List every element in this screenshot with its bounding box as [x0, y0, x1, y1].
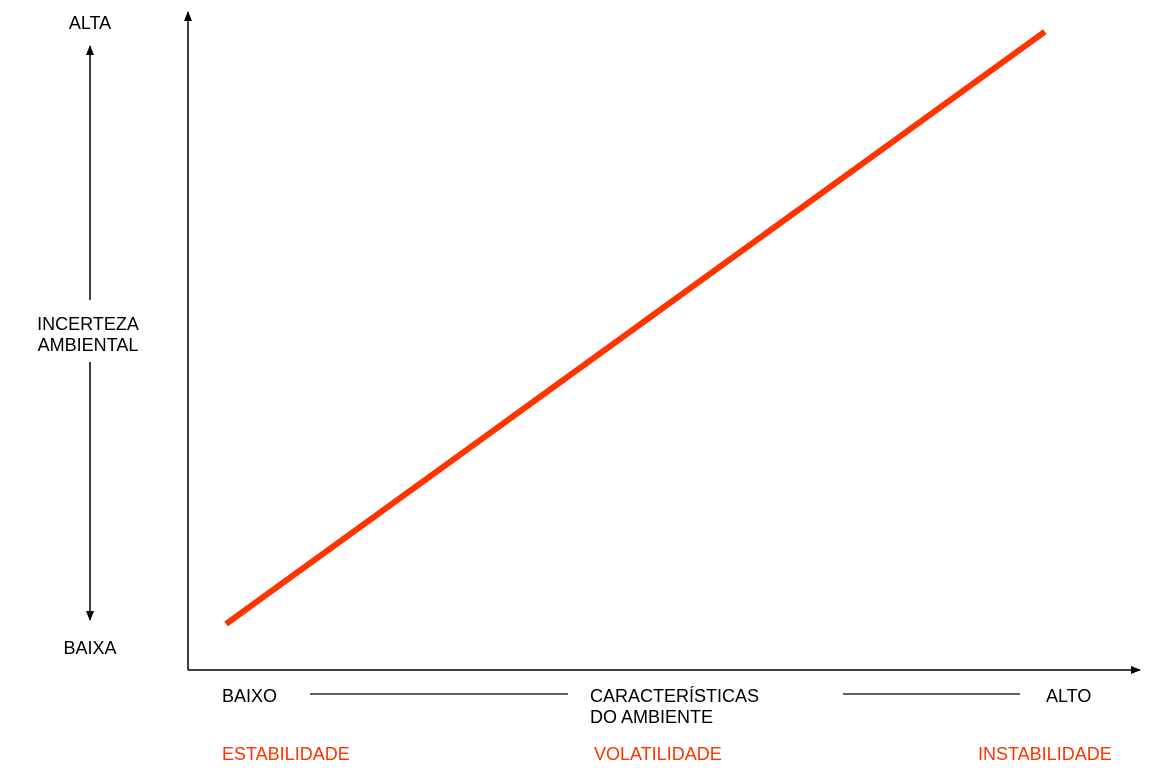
x-low-label: BAIXO [222, 686, 278, 706]
y-low-label: BAIXA [63, 638, 117, 658]
x-axis-label-line1: CARACTERÍSTICAS [590, 686, 760, 706]
y-axis-label-line2: AMBIENTAL [37, 335, 139, 355]
regime-label-stability: ESTABILIDADE [222, 744, 350, 764]
x-high-label: ALTO [1046, 686, 1092, 706]
y-axis-label-line1: INCERTEZA [37, 314, 139, 334]
y-high-label: ALTA [68, 13, 112, 33]
series-line-0 [224, 29, 1047, 627]
x-axis-label-line2: DO AMBIENTE [590, 707, 714, 727]
regime-label-instability: INSTABILIDADE [978, 744, 1112, 764]
regime-label-volatility: VOLATILIDADE [594, 744, 722, 764]
